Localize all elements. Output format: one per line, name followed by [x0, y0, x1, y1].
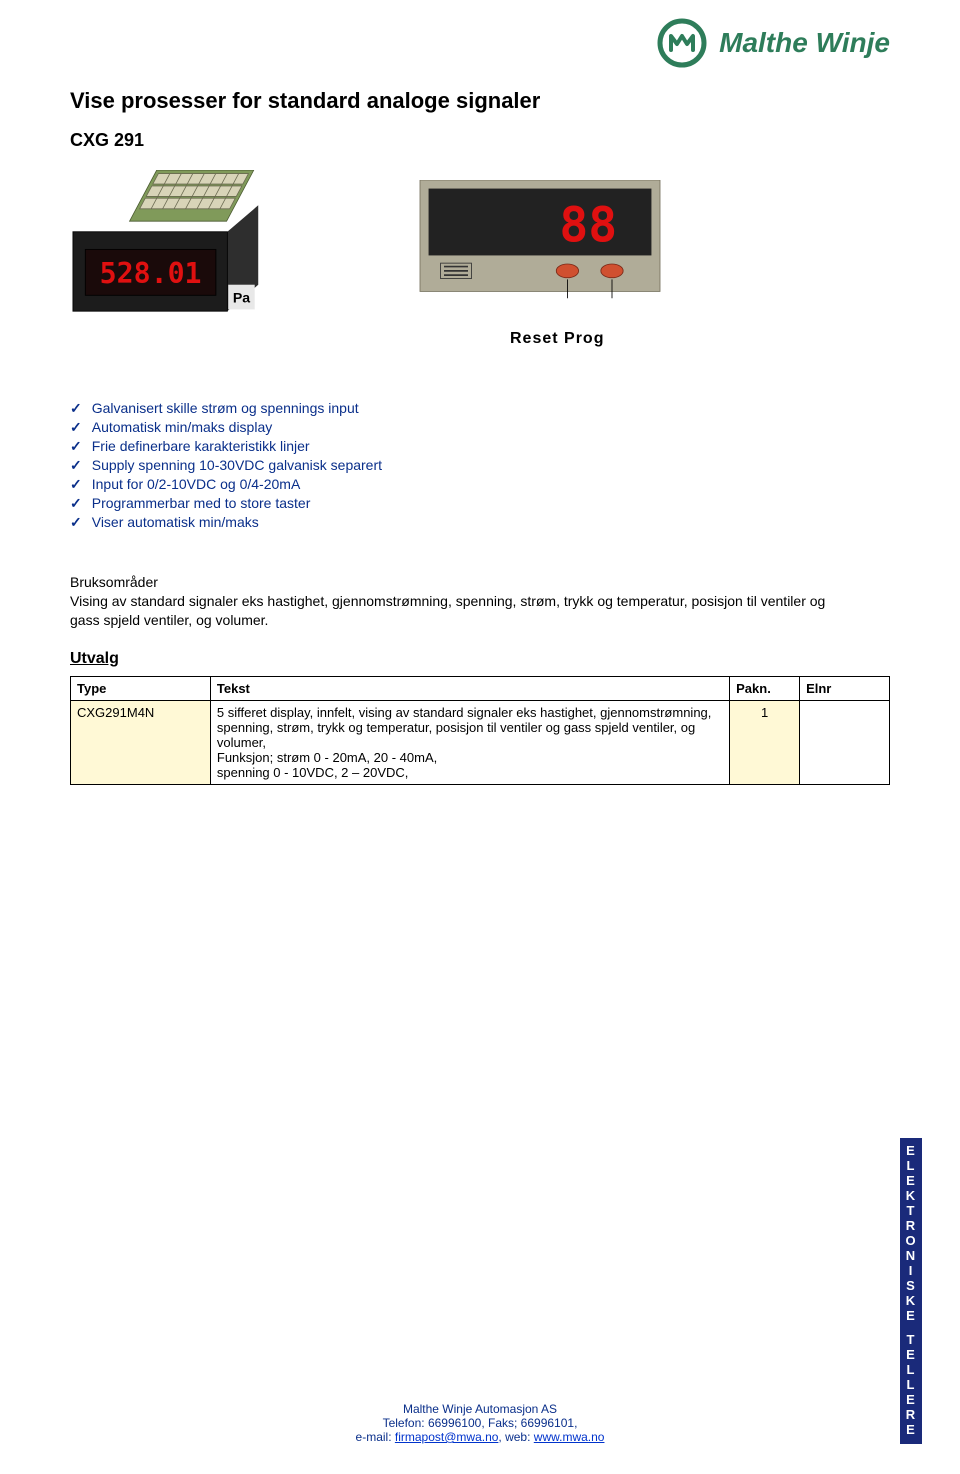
- feature-text: Galvanisert skille strøm og spennings in…: [92, 400, 359, 416]
- feature-text: Frie definerbare karakteristikk linjer: [92, 438, 310, 454]
- check-icon: ✓: [70, 457, 82, 474]
- footer-email-prefix: e-mail:: [356, 1430, 395, 1444]
- check-icon: ✓: [70, 400, 82, 417]
- side-tab-word1: ELEKTRONISKE: [900, 1144, 922, 1323]
- footer-phone: Telefon: 66996100, Faks; 66996101,: [0, 1416, 960, 1430]
- footer-web-link[interactable]: www.mwa.no: [534, 1430, 605, 1444]
- panel-figure: 88: [410, 180, 670, 300]
- cell-tekst: 5 sifferet display, innfelt, vising av s…: [210, 701, 729, 785]
- side-tab-word2: TELLERE: [900, 1333, 922, 1438]
- device-display-text: 528.01: [100, 257, 202, 290]
- feature-item: ✓ Automatisk min/maks display: [70, 419, 720, 436]
- footer-email-link[interactable]: firmapost@mwa.no: [395, 1430, 499, 1444]
- feature-text: Supply spenning 10-30VDC galvanisk separ…: [92, 457, 382, 473]
- feature-text: Input for 0/2-10VDC og 0/4-20mA: [92, 476, 301, 492]
- col-elnr: Elnr: [800, 677, 890, 701]
- feature-item: ✓ Frie definerbare karakteristikk linjer: [70, 438, 720, 455]
- check-icon: ✓: [70, 514, 82, 531]
- reset-prog-label: Reset Prog: [510, 330, 604, 348]
- footer-mid: , web:: [498, 1430, 533, 1444]
- cell-type: CXG291M4N: [71, 701, 211, 785]
- feature-item: ✓ Programmerbar med to store taster: [70, 495, 720, 512]
- logo-icon: [657, 18, 707, 68]
- cell-elnr: [800, 701, 890, 785]
- brand-name: Malthe Winje: [719, 27, 890, 59]
- brand-logo: Malthe Winje: [657, 18, 890, 68]
- feature-text: Viser automatisk min/maks: [92, 514, 259, 530]
- bruk-heading: Bruksområder: [70, 574, 158, 590]
- table-row: CXG291M4N 5 sifferet display, innfelt, v…: [71, 701, 890, 785]
- col-pakn: Pakn.: [730, 677, 800, 701]
- check-icon: ✓: [70, 419, 82, 436]
- utvalg-table: Type Tekst Pakn. Elnr CXG291M4N 5 siffer…: [70, 676, 890, 785]
- utvalg-heading: Utvalg: [70, 650, 119, 668]
- svg-text:Pa: Pa: [233, 289, 250, 305]
- product-images: 528.01 Pa 88: [70, 170, 670, 320]
- device-figure: 528.01 Pa: [70, 170, 270, 320]
- footer-company: Malthe Winje Automasjon AS: [0, 1402, 960, 1416]
- check-icon: ✓: [70, 438, 82, 455]
- side-tab: ELEKTRONISKE TELLERE: [900, 1138, 922, 1444]
- page-title: Vise prosesser for standard analoge sign…: [70, 88, 540, 114]
- feature-item: ✓ Galvanisert skille strøm og spennings i…: [70, 400, 720, 417]
- footer-contact: e-mail: firmapost@mwa.no, web: www.mwa.n…: [0, 1430, 960, 1444]
- panel-display-text: 88: [559, 198, 617, 254]
- check-icon: ✓: [70, 495, 82, 512]
- feature-item: ✓ Supply spenning 10-30VDC galvanisk sepa…: [70, 457, 720, 474]
- col-tekst: Tekst: [210, 677, 729, 701]
- feature-item: ✓ Input for 0/2-10VDC og 0/4-20mA: [70, 476, 720, 493]
- cell-pakn: 1: [730, 701, 800, 785]
- table-header-row: Type Tekst Pakn. Elnr: [71, 677, 890, 701]
- feature-list: ✓ Galvanisert skille strøm og spennings i…: [70, 400, 720, 533]
- col-type: Type: [71, 677, 211, 701]
- feature-text: Automatisk min/maks display: [92, 419, 273, 435]
- bruk-body: Vising av standard signaler eks hastighe…: [70, 592, 850, 630]
- model-code: CXG 291: [70, 130, 144, 151]
- feature-text: Programmerbar med to store taster: [92, 495, 311, 511]
- feature-item: ✓ Viser automatisk min/maks: [70, 514, 720, 531]
- check-icon: ✓: [70, 476, 82, 493]
- page-footer: Malthe Winje Automasjon AS Telefon: 6699…: [0, 1402, 960, 1444]
